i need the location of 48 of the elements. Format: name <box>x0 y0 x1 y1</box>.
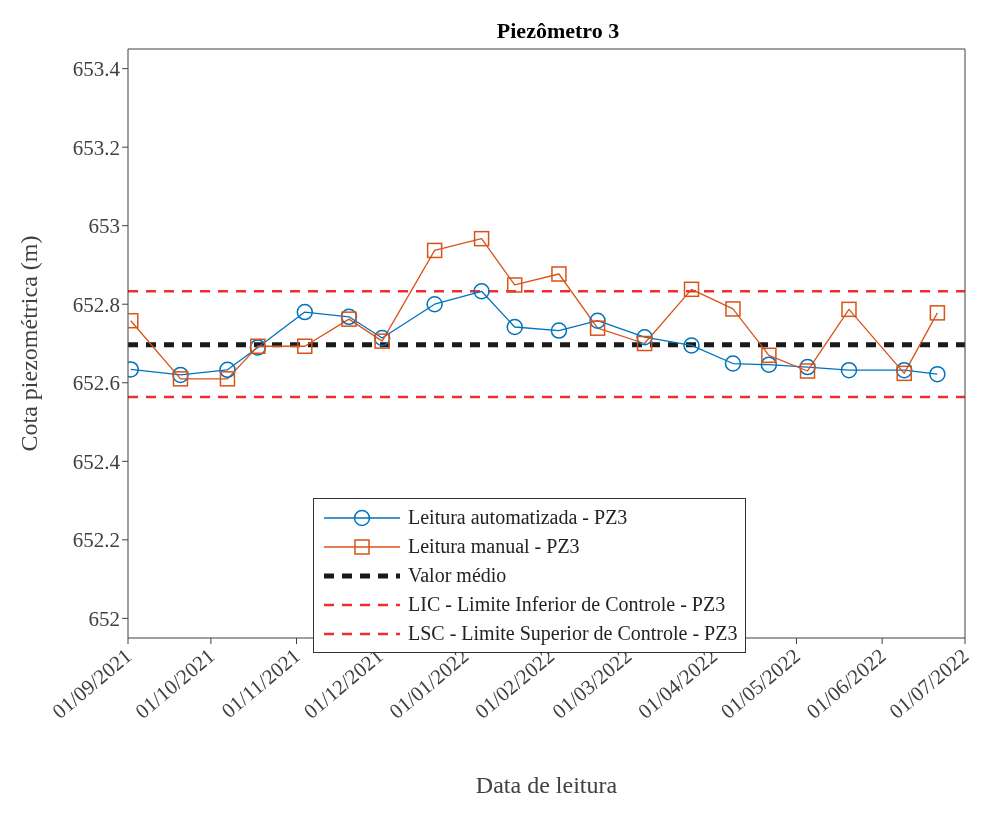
y-tick-label: 653.4 <box>72 57 121 82</box>
point <box>506 318 523 336</box>
legend-label: LSC - Limite Superior de Controle - PZ3 <box>408 622 738 645</box>
point <box>724 355 742 372</box>
legend-label: Valor médio <box>408 564 507 587</box>
x-axis-title: Data de leitura <box>475 772 618 798</box>
y-tick-label: 652.2 <box>72 528 120 553</box>
point <box>636 335 653 352</box>
point <box>172 366 189 384</box>
point <box>760 356 778 373</box>
point <box>219 371 236 387</box>
y-tick-label: 653.2 <box>72 135 120 160</box>
point <box>219 361 236 379</box>
point <box>840 361 858 379</box>
point <box>172 371 189 387</box>
point <box>636 328 653 346</box>
y-tick-label: 652.8 <box>72 292 120 317</box>
y-tick-label: 652 <box>88 606 120 631</box>
point <box>683 337 700 354</box>
point <box>473 283 490 300</box>
chart-title: Piezômetro 3 <box>495 18 621 44</box>
point <box>589 312 606 329</box>
point <box>551 266 567 282</box>
point <box>296 303 314 321</box>
point <box>929 365 946 383</box>
y-tick-label: 652.6 <box>72 371 120 396</box>
legend-label: Leitura manual - PZ3 <box>408 535 580 558</box>
point <box>799 363 816 379</box>
y-tick-label: 652.4 <box>72 449 121 474</box>
point <box>841 301 857 318</box>
point <box>426 295 443 313</box>
legend-label: LIC - Limite Inferior de Controle - PZ3 <box>408 593 726 616</box>
point <box>725 301 741 317</box>
point <box>297 338 313 354</box>
point <box>683 281 700 298</box>
point <box>896 365 912 382</box>
point <box>426 242 443 259</box>
y-tick-label: 653 <box>88 214 120 239</box>
point <box>761 347 777 364</box>
point <box>506 277 523 293</box>
point <box>550 322 568 339</box>
point <box>473 230 490 247</box>
y-axis-title: Cota piezométrica (m) <box>15 235 42 452</box>
point <box>929 305 946 321</box>
point <box>374 333 390 349</box>
point <box>589 320 606 336</box>
point <box>799 358 816 376</box>
legend-label: Leitura automatizada - PZ3 <box>408 506 628 529</box>
